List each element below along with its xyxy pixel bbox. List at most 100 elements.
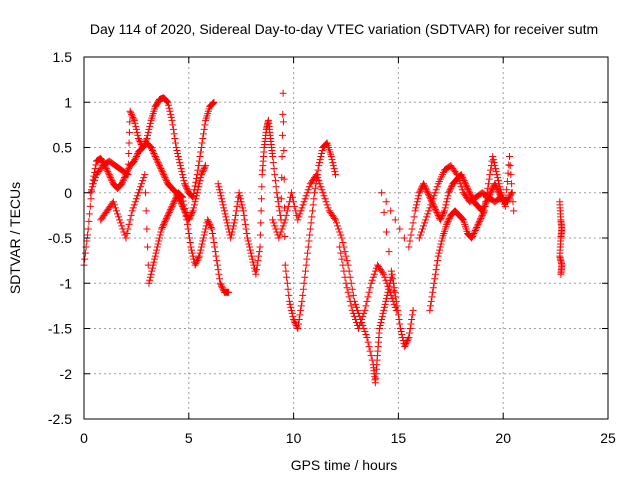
data-point	[128, 110, 136, 118]
data-point	[217, 192, 225, 200]
data-point	[394, 311, 402, 319]
data-point	[246, 243, 254, 251]
data-point	[343, 257, 351, 265]
data-point	[245, 240, 253, 248]
data-point	[297, 302, 305, 310]
data-point	[376, 321, 384, 329]
data-point	[236, 192, 244, 200]
data-point	[182, 183, 190, 191]
data-point	[199, 168, 207, 176]
data-point	[108, 177, 116, 185]
data-point	[202, 225, 210, 233]
data-point	[279, 118, 287, 126]
data-point	[437, 240, 445, 248]
data-point	[153, 156, 161, 164]
data-point	[152, 154, 160, 162]
data-point	[316, 156, 324, 164]
data-point	[129, 113, 137, 121]
data-point	[215, 183, 223, 191]
data-point	[132, 154, 140, 162]
x-tick-label: 15	[391, 430, 407, 446]
data-point	[127, 211, 135, 219]
x-tick-labels: 0 5 10 15 20 25	[80, 430, 616, 446]
data-point	[83, 231, 91, 239]
data-point	[173, 147, 181, 155]
data-point	[478, 213, 486, 221]
data-point	[497, 193, 505, 201]
data-point	[198, 169, 206, 177]
data-point	[123, 170, 131, 178]
data-point	[437, 214, 445, 222]
data-point	[213, 261, 221, 269]
data-point	[425, 207, 433, 215]
data-point	[191, 198, 199, 206]
y-tick-label: -2.5	[48, 411, 72, 427]
data-point	[115, 213, 123, 221]
data-point	[308, 213, 316, 221]
data-point	[379, 269, 387, 277]
data-point	[301, 273, 309, 281]
data-point	[198, 240, 206, 248]
data-point	[317, 183, 325, 191]
data-point	[432, 207, 440, 215]
data-point	[243, 229, 251, 237]
data-point	[172, 195, 180, 203]
data-point	[324, 204, 332, 212]
data-point	[441, 204, 449, 212]
data-point	[501, 202, 509, 210]
data-point	[382, 198, 390, 206]
data-point	[306, 231, 314, 239]
data-point	[283, 207, 291, 215]
data-point	[466, 189, 474, 197]
data-point	[157, 165, 165, 173]
data-point	[143, 225, 151, 233]
data-point	[362, 331, 370, 339]
data-point	[318, 147, 326, 155]
data-point	[388, 270, 396, 278]
data-point	[133, 151, 141, 159]
data-point	[157, 228, 165, 236]
data-point	[233, 202, 241, 210]
data-point	[242, 225, 250, 233]
data-point	[384, 282, 392, 290]
data-point	[158, 168, 166, 176]
data-point	[166, 107, 174, 115]
data-point	[407, 320, 415, 328]
data-point	[411, 207, 419, 215]
data-point	[223, 219, 231, 227]
data-point	[147, 270, 155, 278]
data-point	[188, 193, 196, 201]
data-point	[240, 211, 248, 219]
data-point	[120, 228, 128, 236]
data-point	[147, 144, 155, 151]
data-point	[351, 315, 359, 323]
data-point	[408, 311, 416, 319]
data-point	[438, 211, 446, 219]
data-point	[315, 177, 323, 185]
data-point	[403, 337, 411, 345]
data-point	[415, 189, 423, 197]
data-point	[269, 159, 277, 167]
data-point	[130, 116, 138, 124]
data-point	[420, 181, 428, 189]
data-point	[359, 312, 367, 320]
data-point	[283, 273, 291, 281]
data-point	[424, 190, 432, 198]
data-point	[423, 187, 431, 195]
data-point	[177, 165, 185, 173]
data-point	[176, 162, 184, 170]
y-tick-label: -0.5	[48, 230, 72, 246]
y-tick-label: 1.5	[53, 49, 73, 65]
data-point	[432, 186, 440, 194]
data-point	[409, 306, 417, 314]
data-point	[216, 186, 224, 194]
data-point	[257, 207, 265, 215]
data-point	[390, 279, 398, 287]
data-point	[484, 184, 492, 192]
data-point	[87, 186, 95, 194]
data-point	[279, 89, 287, 97]
data-point	[452, 169, 460, 177]
data-point	[110, 201, 118, 209]
data-point	[161, 174, 169, 182]
data-point	[214, 266, 222, 274]
